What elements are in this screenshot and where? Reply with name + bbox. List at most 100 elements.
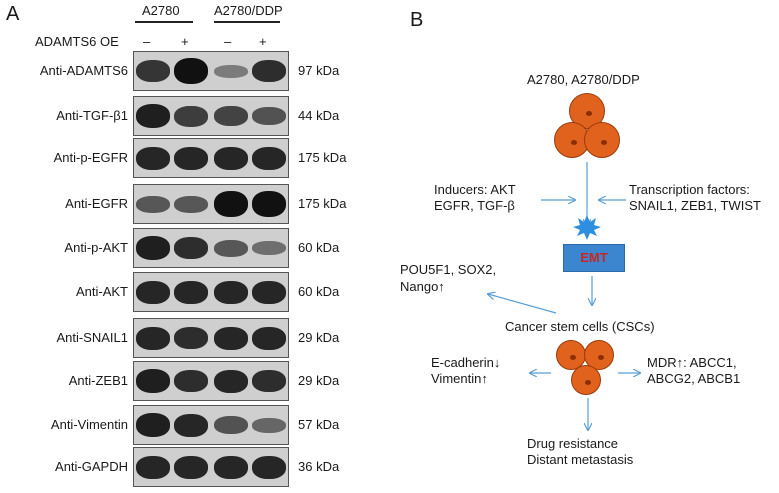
treatment-label: ADAMTS6 OE — [35, 34, 119, 49]
blot-strip — [133, 318, 289, 358]
blot-band — [136, 413, 170, 437]
cell-line-a2780-underline — [135, 21, 193, 23]
lane-sign-4: + — [259, 34, 267, 49]
blot-strip — [133, 51, 289, 91]
stem-markers-line2: Nango↑ — [400, 279, 445, 294]
blot-kda: 175 kDa — [298, 150, 347, 165]
mdr-line2: ABCG2, ABCB1 — [647, 371, 741, 386]
outcome-line2: Distant metastasis — [527, 452, 634, 467]
arrow-to-stem-markers — [488, 294, 557, 314]
outcome-line1: Drug resistance — [527, 436, 619, 451]
blot-strip — [133, 405, 289, 445]
blot-band — [174, 58, 208, 84]
blot-label: Anti-p-EGFR — [53, 150, 128, 165]
inducers-line2: EGFR, TGF-β — [434, 198, 515, 213]
blot-kda: 60 kDa — [298, 284, 340, 299]
blot-strip — [133, 361, 289, 401]
panel-b-letter: B — [410, 9, 424, 31]
blot-kda: 97 kDa — [298, 63, 340, 78]
cell-line-a2780: A2780 — [142, 3, 180, 18]
blot-band — [252, 281, 286, 304]
blot-band — [136, 147, 170, 170]
blot-band — [214, 106, 248, 126]
starburst-icon — [573, 215, 601, 240]
blot-band — [214, 327, 248, 350]
blot-band — [174, 281, 208, 304]
blot-strip — [133, 447, 289, 487]
blot-band — [136, 60, 170, 82]
blot-band — [214, 456, 248, 479]
blot-band — [174, 370, 208, 392]
cadherin-line1: E-cadherin↓ — [431, 355, 501, 370]
cell-line-a2780-ddp-underline — [214, 21, 280, 23]
blot-kda: 175 kDa — [298, 196, 347, 211]
blot-label: Anti-SNAIL1 — [56, 330, 128, 345]
blot-band — [174, 196, 208, 213]
blot-band — [214, 147, 248, 170]
blot-label: Anti-p-AKT — [64, 240, 128, 255]
blot-band — [136, 327, 170, 350]
blot-band — [252, 60, 286, 82]
blot-strip — [133, 96, 289, 136]
blot-band — [214, 281, 248, 304]
cscs-label: Cancer stem cells (CSCs) — [505, 319, 655, 334]
lane-sign-3: – — [224, 34, 232, 49]
blot-kda: 36 kDa — [298, 459, 340, 474]
blot-band — [136, 456, 170, 479]
blot-band — [136, 281, 170, 304]
blot-band — [174, 106, 208, 127]
blot-band — [214, 370, 248, 393]
blot-label: Anti-GAPDH — [55, 459, 128, 474]
blot-strip — [133, 228, 289, 268]
blot-band — [136, 104, 170, 128]
blot-band — [252, 191, 286, 217]
blot-band — [214, 416, 248, 434]
blot-band — [136, 236, 170, 260]
blot-band — [174, 414, 208, 437]
blot-band — [252, 327, 286, 350]
blot-band — [252, 456, 286, 479]
top-cells-label: A2780, A2780/DDP — [527, 72, 640, 87]
blot-kda: 60 kDa — [298, 240, 340, 255]
blot-band — [174, 456, 208, 479]
stem-markers-line1: POU5F1, SOX2, — [400, 262, 497, 277]
blot-band — [252, 107, 286, 125]
bottom-cell-3 — [571, 365, 601, 395]
blot-label: Anti-Vimentin — [50, 417, 128, 432]
blot-kda: 44 kDa — [298, 108, 340, 123]
transcription-line1: Transcription factors: — [629, 182, 750, 197]
blot-band — [174, 327, 208, 349]
mdr-line1: MDR↑: ABCC1, — [647, 355, 737, 370]
cadherin-line2: Vimentin↑ — [431, 371, 488, 386]
blot-band — [252, 370, 286, 392]
blot-band — [214, 191, 248, 217]
blot-strip — [133, 138, 289, 178]
blot-kda: 29 kDa — [298, 373, 340, 388]
blot-label: Anti-ADAMTS6 — [39, 63, 128, 78]
blot-band — [136, 196, 170, 213]
lane-sign-1: – — [143, 34, 151, 49]
blot-strip — [133, 184, 289, 224]
blot-band — [214, 65, 248, 78]
blot-strip — [133, 272, 289, 312]
transcription-line2: SNAIL1, ZEB1, TWIST — [629, 198, 761, 213]
emt-box: EMT — [563, 244, 625, 272]
blot-label: Anti-EGFR — [65, 196, 128, 211]
blot-label: Anti-ZEB1 — [68, 373, 128, 388]
blot-band — [252, 418, 286, 433]
blot-band — [136, 369, 170, 393]
blot-kda: 57 kDa — [298, 417, 340, 432]
lane-sign-2: + — [181, 34, 189, 49]
blot-label: Anti-TGF-β1 — [56, 108, 128, 123]
blot-band — [214, 240, 248, 257]
blot-kda: 29 kDa — [298, 330, 340, 345]
panel-a-letter: A — [6, 3, 20, 25]
blot-band — [252, 147, 286, 170]
blot-label: Anti-AKT — [75, 284, 128, 299]
cell-line-a2780-ddp: A2780/DDP — [214, 3, 283, 18]
blot-band — [174, 237, 208, 259]
top-cell-3 — [584, 122, 620, 158]
blot-band — [252, 241, 286, 255]
inducers-line1: Inducers: AKT — [434, 182, 516, 197]
